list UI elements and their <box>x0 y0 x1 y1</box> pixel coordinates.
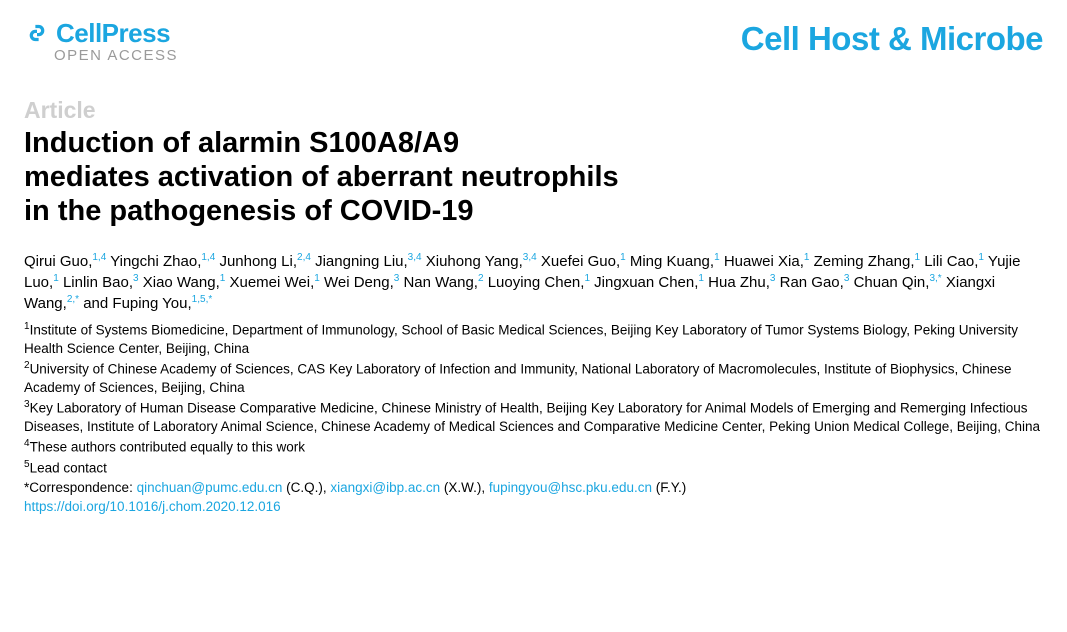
author-name: Xuemei Wei <box>229 274 310 291</box>
author-affil-marker: 1,4 <box>201 252 215 263</box>
author-name: Jingxuan Chen <box>594 274 694 291</box>
author-name: Xuefei Guo <box>541 253 616 270</box>
affiliation-row: 3Key Laboratory of Human Disease Compara… <box>24 398 1043 436</box>
author-affil-marker: 1 <box>914 252 920 263</box>
author-name: Junhong Li <box>219 253 292 270</box>
affiliation-row: 1Institute of Systems Biomedicine, Depar… <box>24 320 1043 358</box>
open-access-label: OPEN ACCESS <box>54 48 178 63</box>
doi-link[interactable]: https://doi.org/10.1016/j.chom.2020.12.0… <box>24 499 281 514</box>
author-affil-marker: 1,4 <box>92 252 106 263</box>
title-line-2: mediates activation of aberrant neutroph… <box>24 161 619 193</box>
title-line-3: in the pathogenesis of COVID-19 <box>24 195 474 227</box>
author-affil-marker: 1 <box>220 273 226 284</box>
author-affil-marker: 3 <box>394 273 400 284</box>
publisher-logo-row: CellPress <box>24 20 178 46</box>
correspondence-row: *Correspondence: qinchuan@pumc.edu.cn (C… <box>24 479 1043 497</box>
author-name: Linlin Bao <box>63 274 129 291</box>
author-name: Ran Gao <box>780 274 840 291</box>
author-name: Zeming Zhang <box>814 253 911 270</box>
author-list: Qirui Guo,1,4 Yingchi Zhao,1,4 Junhong L… <box>24 251 1043 315</box>
author-affil-marker: 2 <box>478 273 484 284</box>
author-affil-marker: 3,* <box>929 273 941 284</box>
author-affil-marker: 3,4 <box>408 252 422 263</box>
author-affil-marker: 3 <box>133 273 139 284</box>
title-line-1: Induction of alarmin S100A8/A9 <box>24 127 459 159</box>
header-row: CellPress OPEN ACCESS Cell Host & Microb… <box>24 20 1043 63</box>
author-affil-marker: 1 <box>978 252 984 263</box>
author-name: Lili Cao <box>924 253 974 270</box>
author-affil-marker: 1 <box>53 273 59 284</box>
affiliations-block: 1Institute of Systems Biomedicine, Depar… <box>24 320 1043 516</box>
author-name: Hua Zhu <box>708 274 766 291</box>
author-name: Fuping You <box>112 295 187 312</box>
author-affil-marker: 3 <box>770 273 776 284</box>
cellpress-link-icon <box>24 20 50 46</box>
correspondence-email-link[interactable]: qinchuan@pumc.edu.cn <box>137 480 283 495</box>
author-affil-marker: 2,* <box>67 294 79 305</box>
affiliation-row: 2University of Chinese Academy of Scienc… <box>24 359 1043 397</box>
journal-name: Cell Host & Microbe <box>741 20 1043 58</box>
author-affil-marker: 2,4 <box>297 252 311 263</box>
author-name: Wei Deng <box>324 274 390 291</box>
doi-row: https://doi.org/10.1016/j.chom.2020.12.0… <box>24 498 1043 516</box>
affiliation-row: 5Lead contact <box>24 458 1043 478</box>
author-name: Jiangning Liu <box>315 253 403 270</box>
section-label: Article <box>24 97 1043 124</box>
affiliation-row: 4These authors contributed equally to th… <box>24 437 1043 457</box>
article-title: Induction of alarmin S100A8/A9 mediates … <box>24 126 1043 229</box>
author-affil-marker: 1 <box>620 252 626 263</box>
author-name: Nan Wang <box>403 274 473 291</box>
author-affil-marker: 1 <box>698 273 704 284</box>
author-name: Huawei Xia <box>724 253 800 270</box>
author-name: Yingchi Zhao <box>110 253 197 270</box>
author-name: Chuan Qin <box>854 274 926 291</box>
author-affil-marker: 1 <box>804 252 810 263</box>
author-affil-marker: 3 <box>844 273 850 284</box>
correspondence-email-link[interactable]: fupingyou@hsc.pku.edu.cn <box>489 480 652 495</box>
author-affil-marker: 1 <box>314 273 320 284</box>
author-name: Luoying Chen <box>488 274 581 291</box>
publisher-name: CellPress <box>56 20 170 46</box>
author-affil-marker: 1 <box>714 252 720 263</box>
author-affil-marker: 1,5,* <box>192 294 213 305</box>
author-name: Qirui Guo <box>24 253 88 270</box>
correspondence-email-link[interactable]: xiangxi@ibp.ac.cn <box>330 480 440 495</box>
author-affil-marker: 1 <box>584 273 590 284</box>
author-name: Xiao Wang <box>143 274 216 291</box>
author-name: Ming Kuang <box>630 253 710 270</box>
author-name: Xiuhong Yang <box>426 253 519 270</box>
publisher-block: CellPress OPEN ACCESS <box>24 20 178 63</box>
author-affil-marker: 3,4 <box>523 252 537 263</box>
